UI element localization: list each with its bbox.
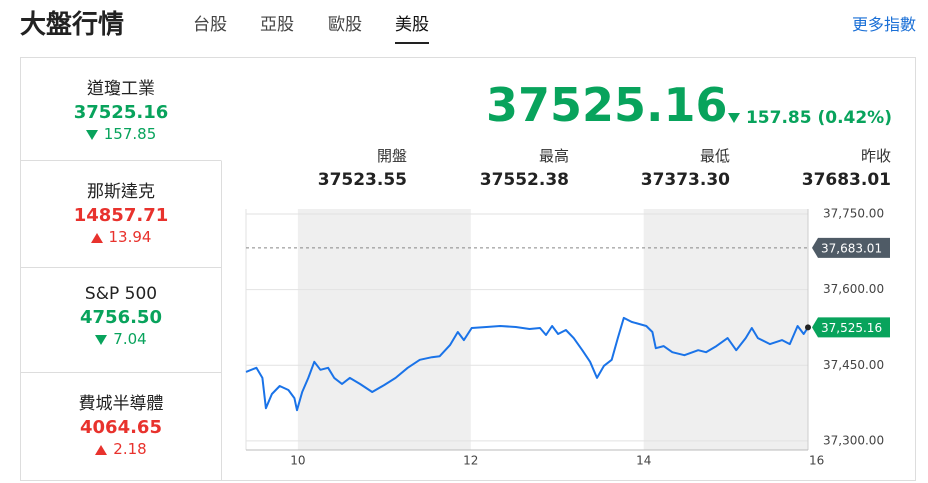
- stat: 開盤 37523.55: [257, 145, 407, 190]
- stat-value: 37683.01: [801, 170, 891, 190]
- index-change: 157.85: [21, 125, 221, 143]
- tab[interactable]: 台股: [193, 15, 227, 35]
- tab[interactable]: 美股: [395, 10, 429, 44]
- direction-arrow: [85, 129, 98, 140]
- index-price: 4756.50: [80, 307, 162, 328]
- tab[interactable]: 歐股: [328, 15, 362, 35]
- change-text: 157.85 (0.42%): [745, 108, 892, 128]
- panel: 道瓊工業 37525.16 157.85 那斯達克 14857.71 13.94 S&P 5…: [20, 57, 916, 481]
- index-change: 2.18: [21, 440, 221, 458]
- stat-value: 37373.30: [640, 170, 730, 190]
- change-text: 157.85: [103, 125, 157, 143]
- index-price: 37525.16: [73, 102, 169, 123]
- more-link[interactable]: 更多指數: [851, 15, 916, 34]
- stat: 最低 37373.30: [580, 145, 730, 190]
- index-name: 道瓊工業: [87, 79, 155, 99]
- tab[interactable]: 亞股: [260, 15, 294, 35]
- stat-label: 最低: [699, 147, 730, 165]
- stat-label: 最高: [538, 147, 569, 165]
- stat-label: 昨收: [860, 147, 891, 165]
- change-text: 7.04: [113, 330, 147, 348]
- stat-label: 開盤: [376, 147, 407, 165]
- index-price: 4064.65: [80, 417, 162, 438]
- direction-arrow: [90, 232, 103, 243]
- index-change: 13.94: [21, 228, 221, 246]
- index-change: 7.04: [21, 330, 221, 348]
- direction-arrow: [95, 444, 108, 455]
- change-text: 2.18: [113, 440, 147, 458]
- index-name: S&P 500: [84, 284, 158, 304]
- index-name: 費城半導體: [78, 394, 164, 414]
- index-item[interactable]: S&P 500 4756.50 7.04: [21, 268, 222, 373]
- index-price: 14857.71: [73, 205, 169, 226]
- index-item[interactable]: 道瓊工業 37525.16 157.85: [21, 58, 222, 161]
- main-change: 157.85 (0.42%): [727, 108, 892, 128]
- stat-value: 37523.55: [317, 170, 407, 190]
- index-name: 那斯達克: [87, 182, 155, 202]
- stat-value: 37552.38: [479, 170, 569, 190]
- stat: 最高 37552.38: [419, 145, 569, 190]
- direction-arrow: [727, 113, 740, 123]
- change-text: 13.94: [108, 228, 152, 246]
- index-item[interactable]: 那斯達克 14857.71 13.94: [21, 161, 222, 268]
- stat: 昨收 37683.01: [741, 145, 891, 190]
- direction-arrow: [95, 334, 108, 345]
- index-item[interactable]: 費城半導體 4064.65 2.18: [21, 373, 222, 480]
- page-title: 大盤行情: [20, 10, 125, 40]
- main-price: 37525.16: [486, 78, 728, 132]
